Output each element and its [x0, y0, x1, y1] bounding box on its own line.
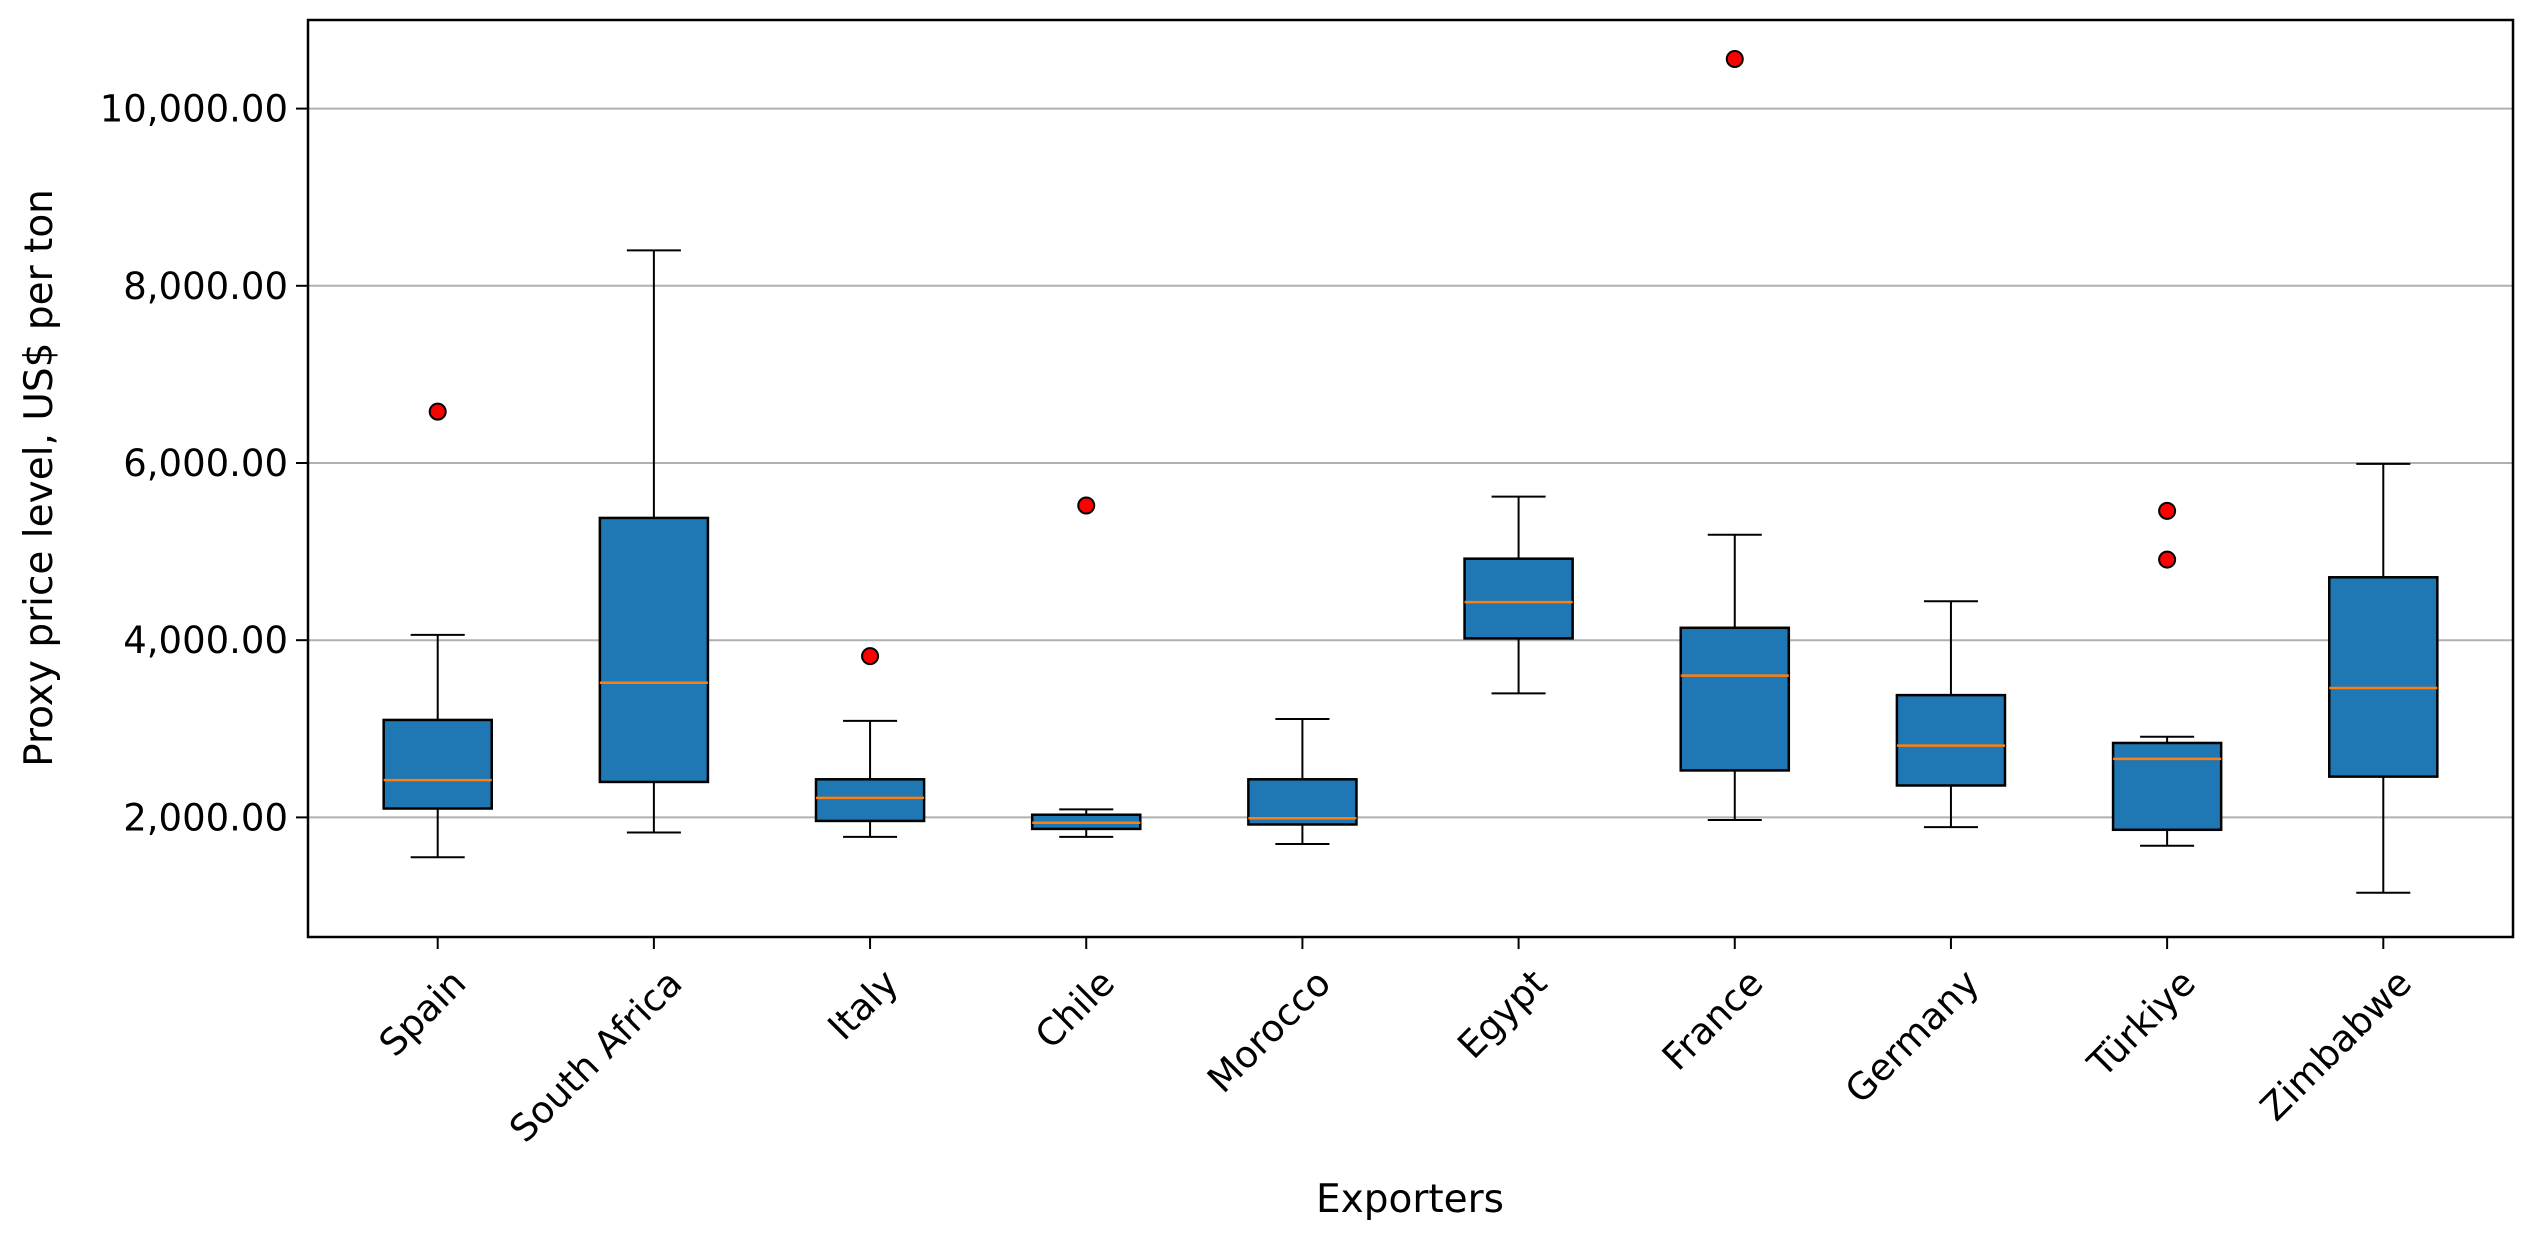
- box-iqr: [1247, 778, 1358, 826]
- box-iqr: [1679, 626, 1791, 772]
- outlier-point: [2158, 501, 2177, 520]
- box-south-africa: [598, 249, 710, 834]
- box-iqr: [382, 718, 494, 810]
- x-axis-label: Exporters: [1316, 1177, 1504, 1222]
- y-tick-label: 8,000.00: [123, 265, 288, 308]
- box-italy: [814, 647, 926, 838]
- outlier-point: [1077, 496, 1096, 515]
- y-tick-label: 4,000.00: [123, 619, 288, 662]
- box-iqr: [2111, 741, 2223, 832]
- y-tick-label: 6,000.00: [123, 442, 288, 485]
- box-t-rkiye: [2111, 501, 2223, 847]
- y-axis: 2,000.00 4,000.00 6,000.00 8,000.00 10,000.0…: [100, 88, 308, 839]
- boxes: [382, 49, 2439, 894]
- outlier-point: [861, 647, 880, 666]
- box-zimbabwe: [2328, 462, 2439, 894]
- box-iqr: [2328, 576, 2439, 778]
- outlier-point: [428, 402, 447, 421]
- box-morocco: [1247, 718, 1358, 845]
- box-germany: [1895, 600, 2007, 829]
- plot-frame: [306, 18, 2515, 939]
- box-spain: [382, 402, 494, 859]
- y-tick-label: 2,000.00: [123, 796, 288, 839]
- outlier-point: [1725, 49, 1744, 68]
- y-axis-label: Proxy price level, US$ per ton: [17, 189, 62, 767]
- box-iqr: [1895, 693, 2007, 787]
- outlier-point: [2158, 550, 2177, 569]
- box-chile: [1030, 496, 1142, 838]
- box-iqr: [1463, 557, 1574, 640]
- box-france: [1679, 49, 1791, 822]
- y-tick-label: 10,000.00: [100, 88, 288, 131]
- box-egypt: [1463, 495, 1574, 695]
- box-iqr: [814, 778, 926, 823]
- box-iqr: [598, 516, 710, 784]
